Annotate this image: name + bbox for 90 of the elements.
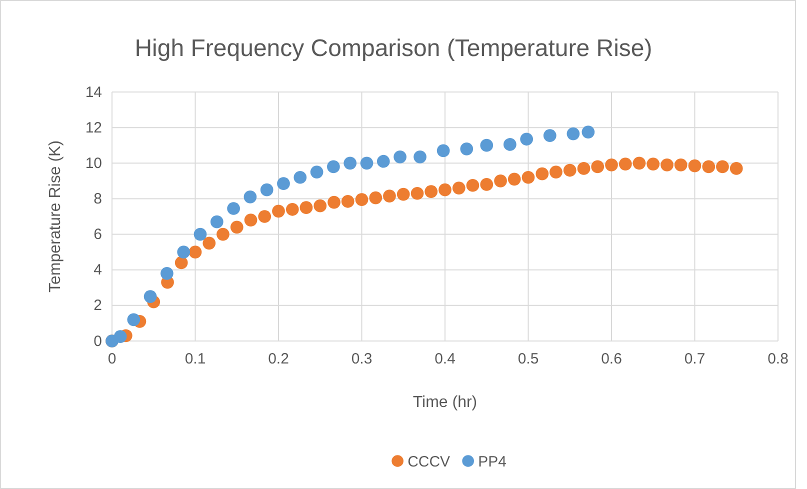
point: [328, 196, 340, 209]
point: [216, 228, 230, 241]
point: [646, 158, 660, 170]
point: [436, 144, 450, 158]
point: [504, 138, 516, 151]
point: [272, 204, 285, 218]
point: [244, 190, 257, 204]
point: [394, 150, 406, 164]
y-axis-title: Temperature Rise (K): [47, 140, 64, 293]
point: [300, 201, 313, 214]
point: [144, 290, 157, 303]
point: [355, 193, 368, 206]
point: [177, 246, 190, 258]
point: [632, 156, 646, 170]
point: [277, 177, 290, 190]
x-tick-label: 0.5: [518, 350, 539, 368]
point: [563, 164, 576, 177]
y-tick-label: 8: [94, 190, 102, 208]
point: [188, 246, 202, 258]
x-axis-title: Time (hr): [412, 394, 478, 411]
point: [480, 138, 494, 152]
point: [410, 186, 424, 200]
point: [414, 150, 426, 164]
point: [566, 127, 580, 140]
point: [258, 210, 272, 223]
point: [520, 132, 534, 146]
point: [327, 160, 340, 174]
point: [730, 162, 743, 175]
chart-title: High Frequency Comparison (Temperature Rise): [134, 35, 652, 62]
point: [310, 166, 324, 178]
y-tick-label: 10: [85, 154, 102, 172]
point: [174, 256, 188, 270]
point: [344, 156, 357, 170]
point: [376, 154, 390, 168]
point: [702, 160, 716, 174]
point: [160, 266, 174, 280]
point: [341, 194, 354, 208]
y-tick-label: 2: [94, 297, 102, 314]
x-tick-label: 0.2: [268, 350, 289, 368]
point: [244, 214, 258, 226]
point: [114, 330, 127, 343]
point: [396, 188, 410, 201]
x-tick-label: 0.4: [434, 350, 456, 368]
point: [618, 158, 632, 170]
point: [383, 190, 396, 202]
point: [127, 313, 140, 326]
legend-label: CCCV: [408, 453, 450, 470]
point: [294, 170, 307, 184]
y-tick-label: 0: [94, 332, 102, 350]
point: [360, 156, 374, 170]
point: [591, 160, 604, 174]
point: [369, 191, 382, 204]
point: [466, 178, 480, 192]
x-tick-label: 0.6: [601, 350, 622, 368]
y-tick-label: 14: [85, 84, 102, 101]
x-tick-label: 0: [108, 350, 116, 368]
point: [480, 178, 494, 191]
point: [674, 158, 688, 172]
point: [522, 170, 535, 184]
x-tick-label: 0.8: [768, 350, 788, 368]
legend-label: PP4: [478, 453, 506, 470]
point: [202, 236, 216, 250]
x-tick-label: 0.1: [184, 350, 206, 368]
y-tick-label: 6: [94, 226, 102, 244]
point: [452, 182, 466, 194]
point: [660, 158, 674, 172]
x-tick-label: 0.3: [351, 350, 372, 368]
y-tick-label: 4: [94, 262, 102, 279]
point: [582, 126, 595, 138]
point: [210, 215, 224, 228]
point: [688, 159, 702, 172]
point: [508, 172, 521, 186]
point: [716, 160, 729, 174]
x-tick-label: 0.7: [684, 350, 706, 368]
point: [227, 202, 240, 215]
point: [605, 158, 618, 172]
point: [460, 142, 474, 156]
point: [424, 185, 438, 198]
point: [286, 202, 299, 216]
point: [438, 183, 452, 196]
point: [536, 167, 549, 180]
point: [194, 228, 207, 241]
point: [260, 183, 274, 196]
point: [230, 220, 244, 234]
point: [494, 174, 507, 188]
point: [550, 166, 562, 178]
y-tick-label: 12: [85, 119, 102, 136]
point: [577, 162, 590, 175]
point: [314, 199, 327, 212]
point: [543, 129, 556, 142]
